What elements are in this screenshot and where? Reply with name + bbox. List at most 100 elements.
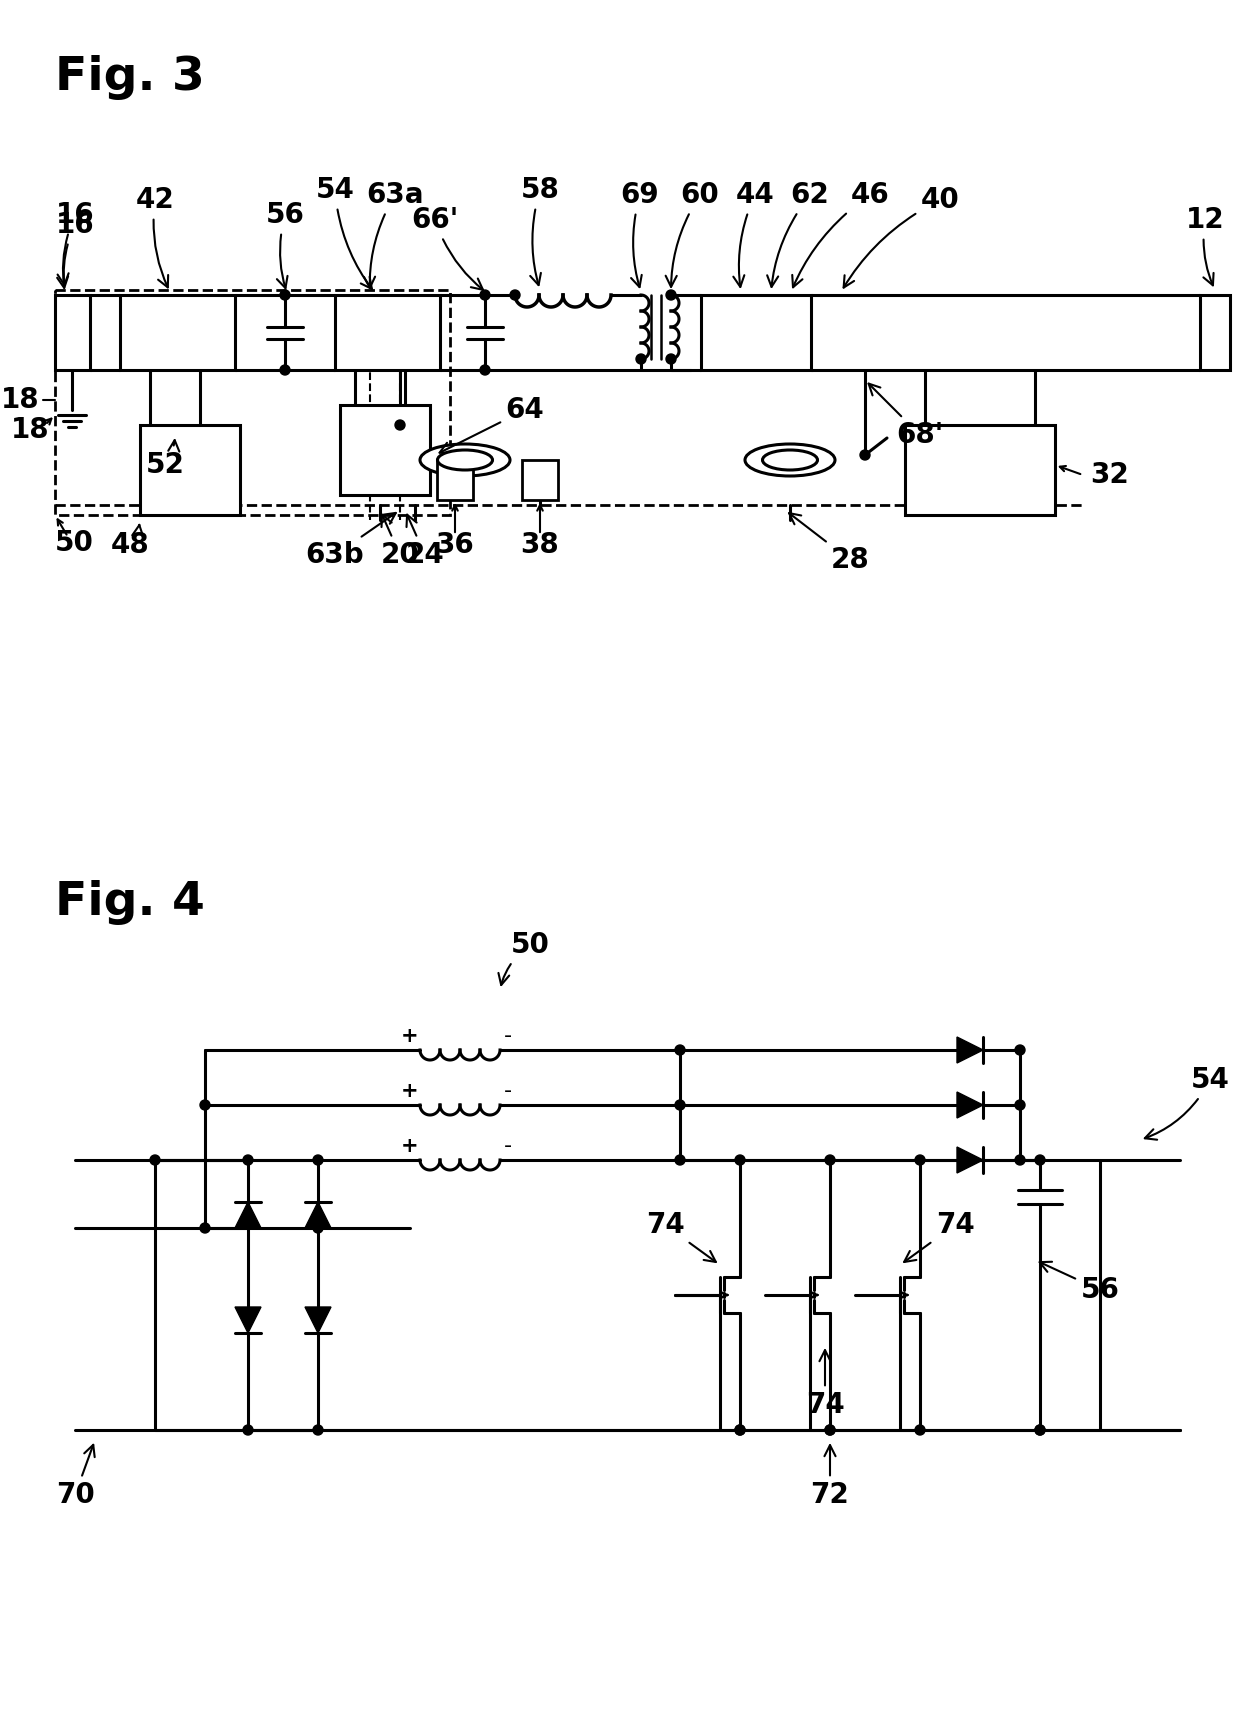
Text: 74: 74 (904, 1212, 975, 1262)
Circle shape (636, 355, 646, 363)
Circle shape (915, 1155, 925, 1166)
Text: -: - (503, 1136, 512, 1155)
Bar (1200, 295, 1230, 370)
Text: 50: 50 (55, 530, 94, 557)
Circle shape (200, 1100, 210, 1111)
Ellipse shape (763, 451, 817, 470)
Circle shape (280, 290, 290, 300)
Ellipse shape (745, 444, 835, 476)
Polygon shape (236, 1202, 260, 1227)
Text: 56: 56 (265, 201, 305, 288)
Text: 28: 28 (789, 512, 869, 574)
Text: 38: 38 (521, 531, 559, 559)
Circle shape (1016, 1046, 1025, 1056)
Circle shape (1035, 1424, 1045, 1435)
Circle shape (312, 1424, 322, 1435)
Text: +: + (402, 1136, 419, 1155)
Text: 44: 44 (733, 182, 774, 286)
Text: -: - (503, 1027, 512, 1046)
Bar (55, 295, 91, 370)
Text: 70: 70 (56, 1445, 94, 1508)
Text: 68': 68' (868, 384, 944, 449)
Circle shape (1035, 1155, 1045, 1166)
Text: 63a: 63a (365, 182, 424, 288)
Text: 72: 72 (811, 1445, 849, 1508)
Circle shape (1016, 1100, 1025, 1111)
Circle shape (1016, 1155, 1025, 1166)
Text: 74: 74 (806, 1351, 844, 1419)
Circle shape (861, 451, 870, 459)
Text: -: - (503, 1082, 512, 1100)
Ellipse shape (438, 451, 492, 470)
Text: 74: 74 (646, 1212, 715, 1262)
Circle shape (825, 1155, 835, 1166)
Text: 52: 52 (145, 440, 185, 478)
Bar (522, 459, 558, 500)
Text: 18: 18 (11, 417, 50, 444)
Circle shape (825, 1424, 835, 1435)
Text: 58: 58 (521, 177, 559, 285)
Circle shape (735, 1424, 745, 1435)
Bar (140, 425, 241, 514)
Polygon shape (305, 1308, 331, 1333)
Text: 63b: 63b (306, 512, 396, 569)
Polygon shape (957, 1092, 983, 1118)
Bar (120, 295, 236, 370)
Circle shape (825, 1424, 835, 1435)
Text: 54: 54 (315, 177, 372, 290)
Text: 62: 62 (768, 182, 830, 286)
Text: 50: 50 (498, 931, 549, 986)
Text: 32: 32 (1090, 461, 1128, 488)
Text: 16: 16 (56, 211, 94, 285)
Text: 60: 60 (666, 182, 719, 286)
Circle shape (675, 1100, 684, 1111)
Circle shape (675, 1155, 684, 1166)
Text: 56: 56 (1039, 1262, 1120, 1304)
Text: 36: 36 (435, 531, 475, 559)
Text: Fig. 4: Fig. 4 (55, 879, 205, 926)
Circle shape (735, 1424, 745, 1435)
Circle shape (150, 1155, 160, 1166)
Circle shape (480, 290, 490, 300)
Text: 69: 69 (621, 182, 660, 288)
Text: 64: 64 (439, 396, 544, 452)
Circle shape (312, 1224, 322, 1232)
Circle shape (1035, 1424, 1045, 1435)
Text: 66': 66' (412, 206, 484, 290)
Circle shape (675, 1046, 684, 1056)
Bar (55, 290, 450, 514)
Text: 24: 24 (405, 514, 444, 569)
Ellipse shape (420, 444, 510, 476)
Circle shape (915, 1424, 925, 1435)
Circle shape (243, 1424, 253, 1435)
Polygon shape (305, 1202, 331, 1227)
Text: 42: 42 (135, 187, 175, 288)
Text: 18: 18 (1, 386, 40, 415)
Text: 12: 12 (1185, 206, 1224, 285)
Polygon shape (957, 1147, 983, 1172)
Text: +: + (402, 1027, 419, 1046)
Bar (905, 425, 1055, 514)
Circle shape (312, 1155, 322, 1166)
Polygon shape (957, 1037, 983, 1063)
Text: +: + (402, 1082, 419, 1100)
Circle shape (200, 1224, 210, 1232)
Polygon shape (236, 1308, 260, 1333)
Text: 46: 46 (792, 182, 889, 288)
Text: 48: 48 (110, 524, 149, 559)
Text: 40: 40 (843, 187, 960, 288)
Bar (701, 295, 811, 370)
Text: 54: 54 (1145, 1066, 1229, 1140)
Circle shape (280, 365, 290, 375)
Text: 20: 20 (381, 514, 419, 569)
Bar (335, 295, 440, 370)
Circle shape (666, 290, 676, 300)
Bar (436, 459, 472, 500)
Circle shape (666, 355, 676, 363)
Circle shape (480, 365, 490, 375)
Text: Fig. 3: Fig. 3 (55, 55, 205, 99)
Circle shape (735, 1155, 745, 1166)
Circle shape (396, 420, 405, 430)
Circle shape (243, 1155, 253, 1166)
Circle shape (510, 290, 520, 300)
